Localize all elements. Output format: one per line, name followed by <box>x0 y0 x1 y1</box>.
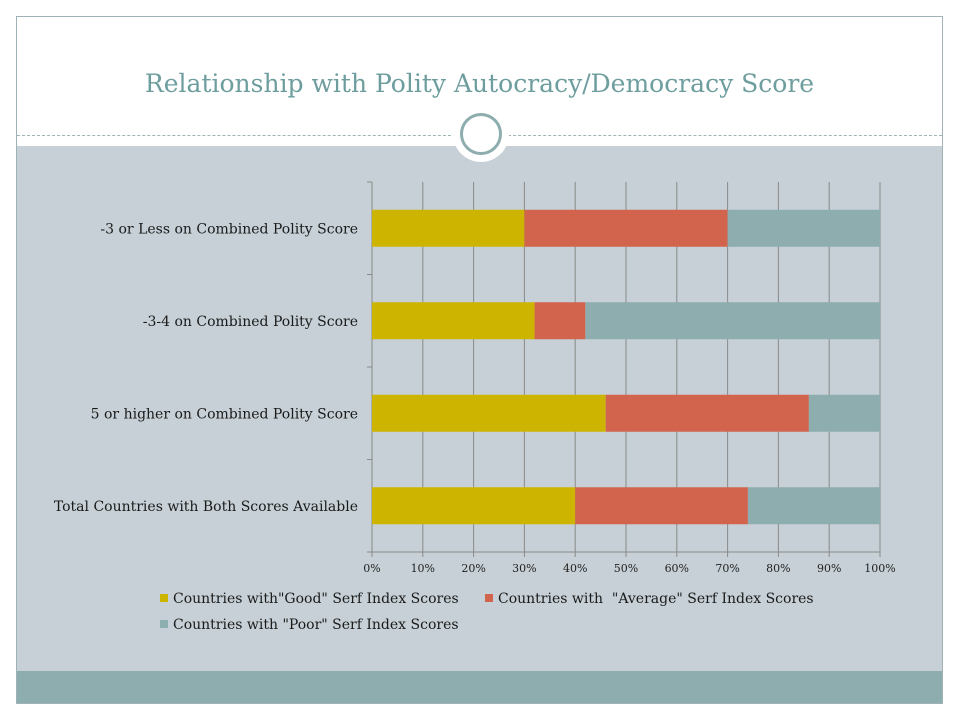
x-tick-label: 50% <box>614 562 638 575</box>
x-tick-label: 60% <box>665 562 689 575</box>
bar-segment-poor <box>808 394 880 432</box>
category-label: Total Countries with Both Scores Availab… <box>54 499 358 515</box>
bar-segment-poor <box>727 209 880 247</box>
x-tick-label: 10% <box>411 562 435 575</box>
bar-segment-good <box>372 209 525 247</box>
bar-segment-average <box>534 302 586 340</box>
bar-segment-good <box>372 394 606 432</box>
legend-label: Countries with"Good" Serf Index Scores <box>173 591 459 607</box>
legend-swatch <box>160 620 168 628</box>
x-tick-label: 30% <box>512 562 536 575</box>
bottom-band <box>17 671 942 703</box>
bar-segment-poor <box>747 487 880 525</box>
bar-segment-poor <box>585 302 880 340</box>
circle-ornament <box>453 106 509 162</box>
x-tick-label: 40% <box>563 562 587 575</box>
circle-ornament-ring <box>460 113 502 155</box>
x-tick-label: 0% <box>363 562 380 575</box>
category-label: -3-4 on Combined Polity Score <box>143 314 358 330</box>
category-label: 5 or higher on Combined Polity Score <box>91 406 358 422</box>
x-tick-label: 80% <box>766 562 790 575</box>
legend-label: Countries with "Average" Serf Index Scor… <box>498 591 814 607</box>
bar-segment-average <box>524 209 728 247</box>
x-tick-label: 70% <box>715 562 739 575</box>
category-label: -3 or Less on Combined Polity Score <box>100 221 358 237</box>
x-tick-label: 20% <box>461 562 485 575</box>
x-tick-label: 90% <box>817 562 841 575</box>
bar-segment-average <box>575 487 748 525</box>
legend-swatch <box>160 594 168 602</box>
x-tick-label: 100% <box>864 562 895 575</box>
legend-label: Countries with "Poor" Serf Index Scores <box>173 617 459 633</box>
bar-segment-good <box>372 487 576 525</box>
slide-title: Relationship with Polity Autocracy/Democ… <box>144 69 815 98</box>
legend-swatch <box>485 594 493 602</box>
bar-segment-average <box>605 394 809 432</box>
bar-segment-good <box>372 302 535 340</box>
